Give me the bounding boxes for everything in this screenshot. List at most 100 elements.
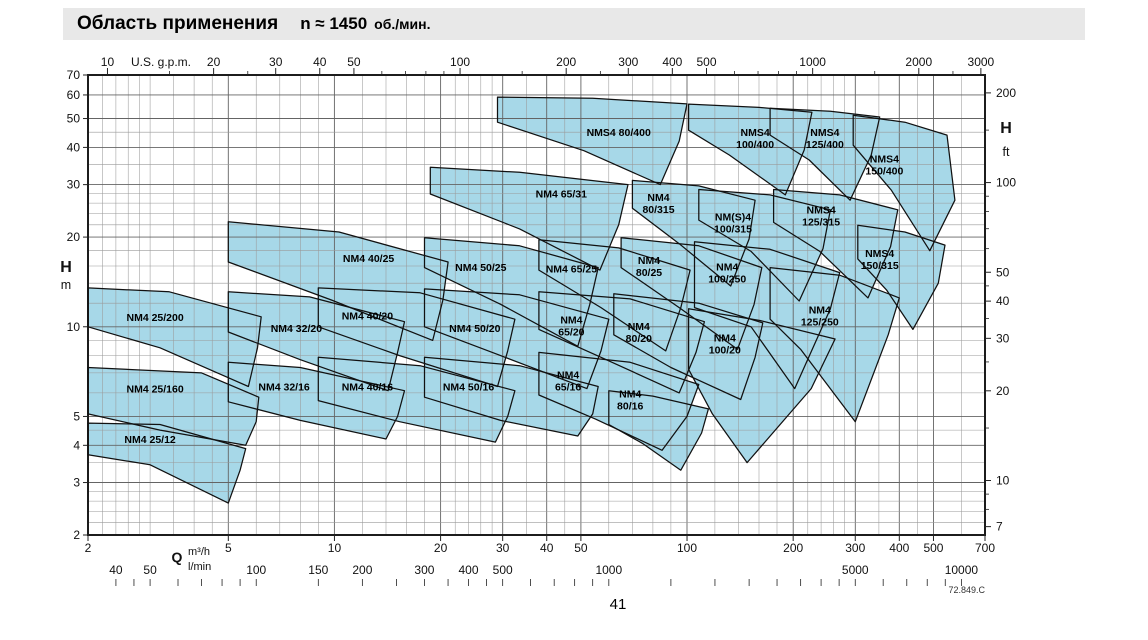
pump-region-label: 125/250 <box>801 317 839 329</box>
pump-region-label: 150/400 <box>865 166 903 178</box>
pump-region-label: NMS4 <box>870 154 899 166</box>
lmin-axis-tick-label: 40 <box>109 563 123 577</box>
pump-region-fill <box>770 267 900 422</box>
top-axis-tick-label: 100 <box>450 55 470 69</box>
top-axis-tick-label: 10 <box>101 55 115 69</box>
pump-region-label: NM4 <box>557 370 579 382</box>
pump-region-label: 80/25 <box>636 267 662 279</box>
pump-region-outline <box>857 224 946 331</box>
top-axis-tick-label: 40 <box>313 55 327 69</box>
right-axis-tick-label: 40 <box>996 294 1010 308</box>
pump-region-label: NM4 25/12 <box>124 434 176 446</box>
right-axis-tick-label: 20 <box>996 384 1010 398</box>
pump-region-label: NM4 50/20 <box>449 323 501 335</box>
pump-region-outline <box>687 308 836 464</box>
document-reference: 72.849.C <box>948 585 985 595</box>
bottom-axis-tick-label: 5 <box>225 541 232 555</box>
pump-region-outline <box>429 166 629 271</box>
pump-region-label: 125/315 <box>802 217 840 229</box>
pump-region-label: NM4 <box>809 305 831 317</box>
bottom-axis-tick-label: 50 <box>574 541 588 555</box>
bottom-axis-tick-label: 10 <box>328 541 342 555</box>
pump-region-label: NM4 <box>560 315 582 327</box>
pump-region-label: 100/315 <box>714 223 752 235</box>
pump-region-label: NM4 25/200 <box>126 312 183 324</box>
pump-region-outline <box>87 287 262 388</box>
right-axis-title: H <box>1000 120 1012 137</box>
pump-region-label: NM4 40/16 <box>342 382 394 394</box>
pump-region-fill <box>88 423 246 504</box>
left-axis-tick-label: 30 <box>67 178 81 192</box>
flow-axis-unit-m3h: m³/h <box>188 546 210 558</box>
pump-region-label: NM4 32/20 <box>271 323 323 335</box>
lmin-axis-tick-label: 50 <box>143 563 157 577</box>
pump-region-outline <box>687 103 813 196</box>
page-title: Область применения <box>77 13 279 34</box>
bottom-axis-tick-label: 300 <box>845 541 865 555</box>
left-axis-tick-label: 2 <box>73 528 80 542</box>
pump-region-label: NM4 <box>647 192 669 204</box>
pump-region-outline <box>227 361 406 440</box>
pump-region-label: 100/250 <box>708 274 746 286</box>
pump-region-outline <box>608 390 710 471</box>
pump-region-fill <box>773 189 898 298</box>
pump-region-label: NMS4 <box>865 248 894 260</box>
pump-region-outline <box>772 188 899 299</box>
bottom-axis-tick-label: 200 <box>783 541 803 555</box>
right-axis-unit: ft <box>1003 145 1010 159</box>
top-axis-tick-label: 1000 <box>799 55 826 69</box>
pump-region-label: 100/400 <box>736 139 774 151</box>
bottom-axis-tick-label: 30 <box>496 541 510 555</box>
top-axis-title: U.S. g.p.m. <box>131 55 191 69</box>
pump-region-outline <box>769 266 900 423</box>
pump-region-fill <box>770 108 880 201</box>
pump-region-outline <box>693 241 841 390</box>
left-axis-tick-label: 70 <box>67 68 81 82</box>
pump-region-label: NM4 50/25 <box>455 262 507 274</box>
pump-region-label: NM4 32/16 <box>258 382 310 394</box>
pump-region-outline <box>87 366 260 446</box>
pump-region-label: NMS4 <box>741 127 770 139</box>
pump-region-fill <box>608 390 709 471</box>
bottom-axis-tick-label: 2 <box>85 541 92 555</box>
pump-region-label: NM4 40/25 <box>343 253 395 265</box>
left-axis-tick-label: 5 <box>73 409 80 423</box>
left-axis-tick-label: 50 <box>67 112 81 126</box>
pump-region-label: 65/20 <box>558 327 584 339</box>
lmin-axis-tick-label: 5000 <box>842 563 869 577</box>
pump-region-fill <box>88 287 262 387</box>
top-axis-tick-label: 500 <box>696 55 716 69</box>
pump-region-fill <box>497 97 687 185</box>
right-axis-tick-label: 200 <box>996 86 1016 100</box>
pump-region-outline <box>87 422 247 504</box>
pump-region-label: 100/20 <box>709 344 741 356</box>
right-axis-tick-label: 7 <box>996 520 1003 534</box>
pump-region-label: 80/20 <box>626 333 652 345</box>
left-axis-tick-label: 10 <box>67 320 81 334</box>
speed-unit: об./мин. <box>374 16 431 32</box>
top-axis-tick-label: 30 <box>269 55 283 69</box>
pump-region-outline <box>317 356 516 443</box>
lmin-axis-tick-label: 10000 <box>945 563 979 577</box>
top-axis-tick-label: 50 <box>347 55 361 69</box>
lmin-axis-tick-label: 500 <box>493 563 513 577</box>
right-axis-tick-label: 100 <box>996 176 1016 190</box>
right-axis-tick-label: 30 <box>996 331 1010 345</box>
bottom-axis-tick-label: 700 <box>975 541 995 555</box>
top-axis-tick-label: 3000 <box>968 55 995 69</box>
pump-region-outline <box>538 239 691 352</box>
top-axis-tick-label: 400 <box>662 55 682 69</box>
pump-region-label: 80/16 <box>617 401 643 413</box>
pump-region-outline <box>769 107 881 201</box>
bottom-axis-tick-label: 20 <box>434 541 448 555</box>
pump-region-outline <box>317 287 516 388</box>
pump-region-label: NMS4 <box>807 205 836 217</box>
top-axis-tick-label: 200 <box>556 55 576 69</box>
pump-region-outline <box>227 221 449 342</box>
left-axis-tick-label: 60 <box>67 88 81 102</box>
pump-region-outline <box>613 293 764 401</box>
pump-region-label: 65/16 <box>555 382 581 394</box>
lmin-axis-tick-label: 100 <box>246 563 266 577</box>
pump-region-fill <box>88 367 259 446</box>
